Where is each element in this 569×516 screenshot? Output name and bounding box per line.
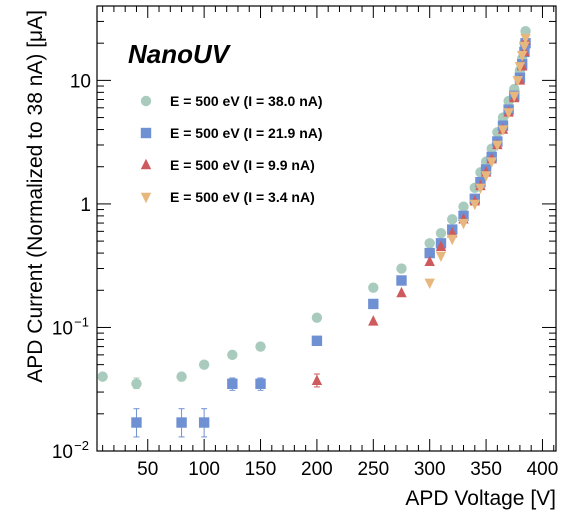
data-point [131, 379, 141, 389]
x-tick-label: 250 [357, 459, 389, 480]
data-point [312, 336, 322, 346]
x-tick-label: 300 [414, 459, 446, 480]
y-tick-label: 10 [70, 71, 91, 92]
data-point [396, 287, 406, 297]
data-point [97, 371, 107, 381]
data-points [97, 26, 530, 437]
data-point [227, 350, 237, 360]
plot-frame [97, 6, 556, 451]
data-point [458, 219, 468, 229]
legend-label: E = 500 eV (I = 9.9 nA) [170, 157, 315, 173]
legend-label: E = 500 eV (I = 38.0 nA) [170, 93, 323, 109]
data-point [424, 238, 434, 248]
data-point [312, 312, 322, 322]
x-tick-label: 50 [137, 459, 158, 480]
series-triangle-up [312, 34, 531, 387]
axis-ticks [97, 6, 556, 451]
y-tick-exponent: −1 [74, 314, 89, 329]
data-point [458, 201, 468, 211]
legend-marker [141, 128, 151, 138]
legend-marker [141, 159, 151, 169]
data-point [424, 279, 434, 289]
x-tick-label: 200 [301, 459, 333, 480]
y-axis-label: APD Current (Normalized to 38 nA) [μA] [24, 10, 47, 383]
data-point [436, 252, 446, 262]
data-point [255, 379, 265, 389]
data-point [131, 417, 141, 427]
x-tick-label: 150 [245, 459, 277, 480]
legend: E = 500 eV (I = 38.0 nA) E = 500 eV (I = … [141, 93, 323, 205]
x-tick-label: 350 [470, 459, 502, 480]
x-axis-label: APD Voltage [V] [405, 487, 556, 510]
data-point [255, 341, 265, 351]
data-point [312, 375, 322, 385]
data-point [199, 417, 209, 427]
data-point [176, 417, 186, 427]
data-point [436, 228, 446, 238]
y-tick-label: 10 [52, 318, 73, 339]
data-point [199, 359, 209, 369]
data-point [368, 315, 378, 325]
y-tick-label: 10 [52, 442, 73, 463]
data-point [227, 379, 237, 389]
y-tick-label: 1 [80, 195, 91, 216]
data-point [447, 235, 457, 245]
data-point [368, 282, 378, 292]
data-point [368, 299, 378, 309]
chart-annotation: NanoUV [128, 39, 232, 69]
data-point [396, 275, 406, 285]
series-circle [97, 26, 530, 389]
legend-label: E = 500 eV (I = 21.9 nA) [170, 125, 323, 141]
data-point [447, 214, 457, 224]
legend-label: E = 500 eV (I = 3.4 nA) [170, 189, 315, 205]
y-tick-exponent: −2 [74, 438, 89, 453]
x-tick-label: 100 [188, 459, 220, 480]
legend-marker [141, 96, 151, 106]
data-point [176, 371, 186, 381]
data-point [396, 263, 406, 273]
legend-marker [141, 193, 151, 203]
x-tick-label: 400 [527, 459, 559, 480]
plot-area-border [97, 6, 556, 451]
